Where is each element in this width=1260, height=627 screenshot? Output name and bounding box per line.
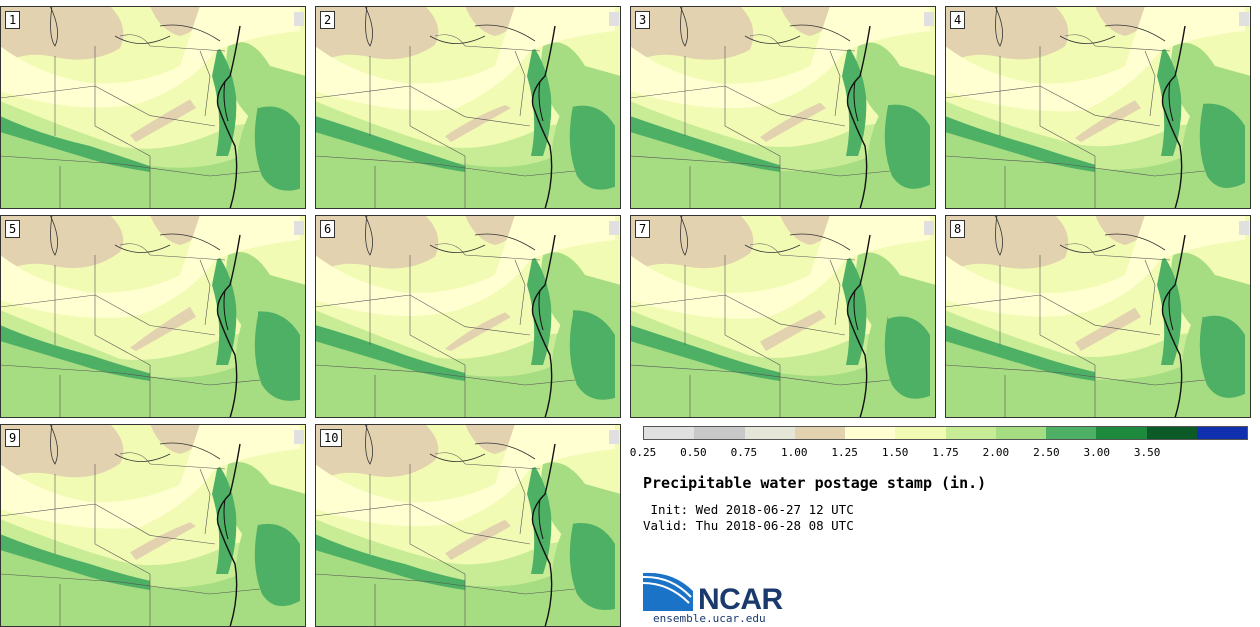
colorbar-tick-label: 1.25	[831, 446, 858, 459]
colorbar	[643, 426, 1248, 440]
valid-time: Valid: Thu 2018-06-28 08 UTC	[643, 518, 854, 533]
member-number-label: 7	[635, 220, 651, 238]
colorbar-tick-label: 2.50	[1033, 446, 1060, 459]
colorbar-tick-label: 0.50	[680, 446, 707, 459]
footer-url: ensemble.ucar.edu	[653, 612, 766, 625]
colorbar-segment	[744, 427, 795, 439]
ensemble-member-panel: 7	[630, 215, 936, 418]
ncar-logo-icon	[643, 572, 693, 611]
colorbar-tick-label: 2.00	[982, 446, 1010, 459]
colorbar-segment	[1046, 427, 1097, 439]
ensemble-member-panel: 6	[315, 215, 621, 418]
precipitable-water-map	[0, 215, 306, 418]
colorbar-segment	[1096, 427, 1147, 439]
precipitable-water-map	[630, 215, 936, 418]
member-number-label: 4	[950, 11, 966, 29]
colorbar-tick-label: 3.50	[1133, 446, 1161, 459]
precipitable-water-map	[315, 424, 621, 627]
ensemble-member-panel: 9	[0, 424, 306, 627]
member-number-label: 6	[320, 220, 336, 238]
colorbar-tick-label: 3.00	[1083, 446, 1111, 459]
colorbar-tick-label: 1.75	[932, 446, 959, 459]
precipitable-water-map	[945, 215, 1251, 418]
ensemble-member-panel: 4	[945, 6, 1251, 209]
member-number-label: 10	[320, 429, 343, 447]
precipitable-water-map	[315, 6, 621, 209]
precipitable-water-map	[945, 6, 1251, 209]
colorbar-ticks: 0.25 0.50 0.75 1.00 1.25 1.50 1.75 2.00 2.50 3.00…	[630, 446, 1248, 460]
ensemble-member-panel: 1	[0, 6, 306, 209]
ensemble-member-panel: 2	[315, 6, 621, 209]
ensemble-member-panel: 10	[315, 424, 621, 627]
colorbar-segment	[895, 427, 946, 439]
init-time: Init: Wed 2018-06-27 12 UTC	[643, 502, 854, 517]
member-number-label: 5	[5, 220, 21, 238]
ensemble-member-panel: 8	[945, 215, 1251, 418]
chart-title: Precipitable water postage stamp (in.)	[643, 474, 987, 492]
colorbar-segment	[845, 427, 896, 439]
member-number-label: 1	[5, 11, 21, 29]
precipitable-water-map	[0, 6, 306, 209]
colorbar-tick-label: 0.25	[629, 446, 657, 459]
member-number-label: 3	[635, 11, 651, 29]
colorbar-segment	[794, 427, 845, 439]
ensemble-member-panel: 3	[630, 6, 936, 209]
precipitable-water-map	[630, 6, 936, 209]
precipitable-water-map	[315, 215, 621, 418]
ncar-logo-text: NCAR	[698, 583, 783, 616]
colorbar-segment	[1146, 427, 1197, 439]
colorbar-segment	[945, 427, 996, 439]
colorbar-tick-label: 1.50	[881, 446, 909, 459]
member-number-label: 9	[5, 429, 21, 447]
member-number-label: 8	[950, 220, 966, 238]
colorbar-tick-label: 1.00	[781, 446, 808, 459]
precipitable-water-map	[0, 424, 306, 627]
colorbar-segment	[1196, 427, 1247, 439]
colorbar-segment	[644, 427, 695, 439]
colorbar-segment	[694, 427, 745, 439]
ensemble-member-panel: 5	[0, 215, 306, 418]
colorbar-tick-label: 0.75	[730, 446, 758, 459]
colorbar-segment	[995, 427, 1046, 439]
member-number-label: 2	[320, 11, 336, 29]
